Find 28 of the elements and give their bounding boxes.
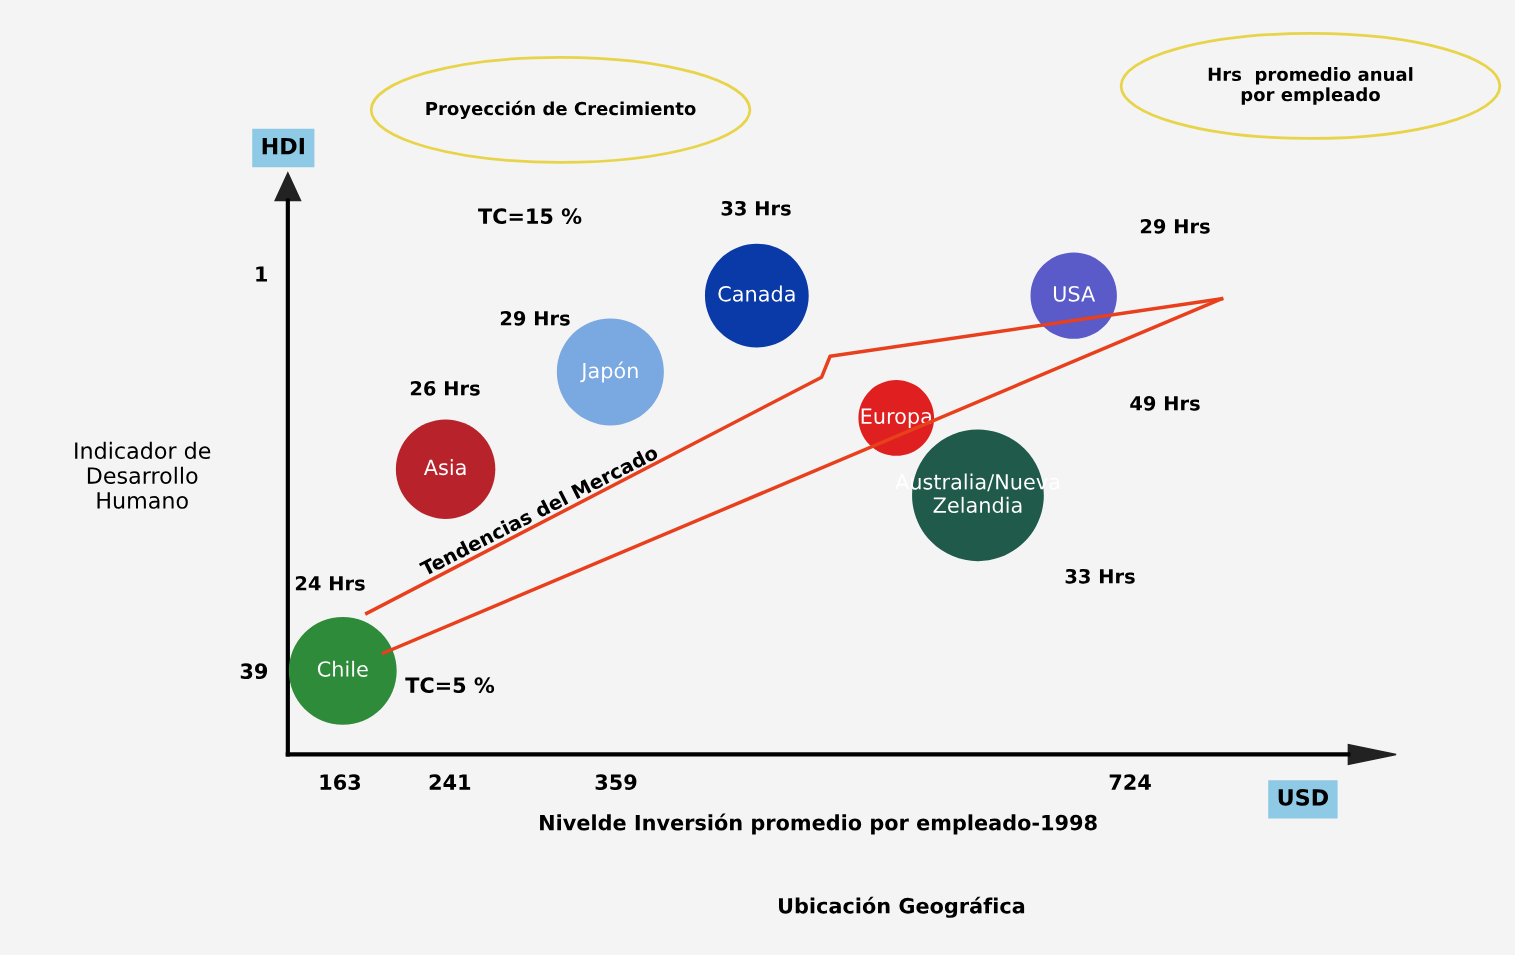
- series-label: Japón: [580, 361, 638, 383]
- y-tick-label: 39: [240, 663, 268, 680]
- series-label: Asia: [423, 459, 466, 476]
- annotation: 26 Hrs: [410, 380, 480, 396]
- y-axis-title: Indicador de Desarrollo Humano: [75, 441, 211, 509]
- annotation: 33 Hrs: [1065, 568, 1135, 584]
- annotation: 29 Hrs: [1140, 218, 1210, 234]
- series-label: Chile: [317, 660, 368, 677]
- annotation: 49 Hrs: [1130, 395, 1200, 411]
- annotation: 33 Hrs: [721, 200, 791, 216]
- text: Ubicación Geográfica: [779, 896, 1025, 918]
- x-tick-label: 241: [429, 774, 471, 790]
- annotation: TC=5 %: [405, 677, 495, 694]
- y-tick-label: 1: [256, 266, 267, 282]
- annotation: TC=15 %: [478, 208, 582, 225]
- series-label: Canada: [718, 285, 795, 302]
- text: HDI: [262, 137, 304, 155]
- text: USD: [1278, 788, 1328, 806]
- annotation: 29 Hrs: [500, 310, 570, 326]
- text: Hrs promedio anual por empleado: [1208, 67, 1413, 105]
- x-tick-label: 359: [595, 774, 637, 791]
- series-label: USA: [1053, 285, 1096, 302]
- x-axis-title: Nivelde Inversión promedio por empleado-1998: [540, 813, 1097, 835]
- x-tick-label: 724: [1109, 774, 1151, 790]
- text: Proyección de Crecimiento: [426, 100, 696, 119]
- series-label: Europa: [861, 408, 931, 429]
- x-tick-label: 163: [320, 774, 361, 791]
- annotation: 24 Hrs: [295, 575, 365, 591]
